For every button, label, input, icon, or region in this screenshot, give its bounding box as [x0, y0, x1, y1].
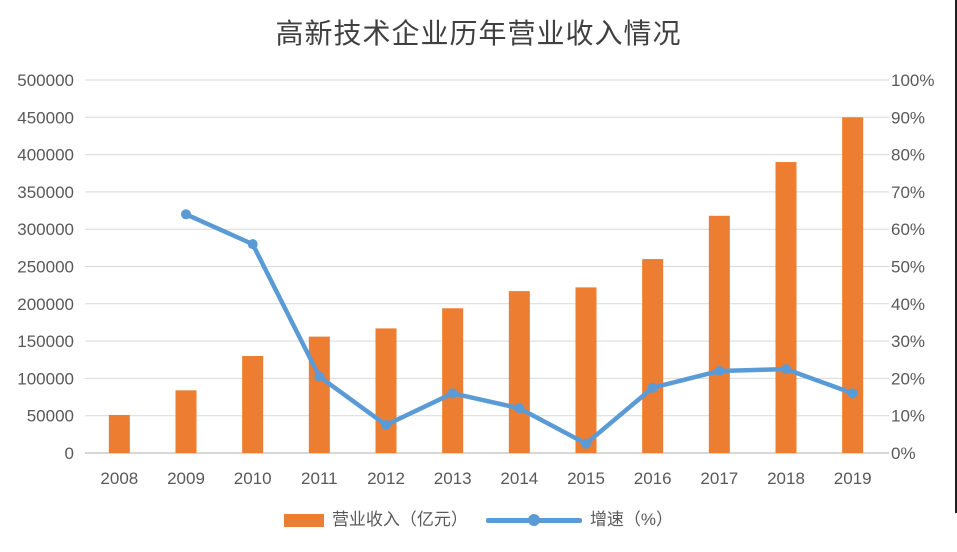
bar-2019 [842, 117, 864, 454]
x-axis-tick-label: 2016 [634, 469, 672, 488]
x-axis-tick-label: 2017 [700, 469, 738, 488]
legend-item-revenue: 营业收入（亿元） [283, 509, 468, 531]
x-axis-tick-label: 2013 [434, 469, 472, 488]
left-axis-tick-label: 500000 [17, 71, 74, 90]
bar-2014 [508, 291, 530, 453]
left-axis-tick-label: 300000 [17, 220, 74, 239]
right-axis-tick-label: 50% [891, 258, 925, 277]
x-axis-tick-label: 2010 [234, 469, 272, 488]
growth-marker-2019 [847, 388, 858, 399]
growth-marker-2013 [447, 388, 458, 399]
x-axis-tick-label: 2009 [167, 469, 205, 488]
left-axis-tick-label: 450000 [17, 108, 74, 127]
growth-marker-2016 [647, 382, 658, 393]
x-axis-tick-label: 2015 [567, 469, 605, 488]
chart-title: 高新技术企业历年营业收入情况 [275, 19, 682, 50]
window-right-edge [955, 0, 957, 513]
growth-marker-swatch [527, 514, 540, 526]
right-axis-tick-label: 90% [891, 108, 925, 127]
x-axis-tick-label: 2014 [500, 469, 538, 488]
growth-line-swatch [485, 514, 582, 526]
left-axis-tick-label: 50000 [27, 407, 74, 426]
growth-marker-2009 [181, 209, 191, 220]
growth-marker-2012 [381, 420, 391, 431]
legend-item-growth: 增速（%） [485, 509, 674, 531]
left-axis-tick-label: 150000 [17, 332, 74, 351]
legend-label-revenue: 营业收入（亿元） [331, 510, 468, 529]
right-axis-tick-label: 0% [891, 444, 916, 463]
left-axis-tick-label: 250000 [17, 258, 74, 277]
bar-2013 [442, 308, 464, 453]
growth-marker-2014 [514, 403, 525, 414]
growth-marker-2015 [581, 438, 591, 449]
growth-marker-2010 [247, 239, 258, 250]
revenue-bar-swatch [283, 513, 324, 527]
right-axis-tick-label: 30% [891, 332, 925, 351]
growth-marker-2011 [314, 371, 325, 382]
left-axis-tick-label: 100000 [17, 369, 74, 388]
bar-2010 [242, 356, 264, 453]
bar-2018 [775, 162, 797, 453]
x-axis-tick-label: 2011 [301, 469, 338, 488]
bar-2009 [175, 390, 197, 453]
right-axis-tick-label: 70% [891, 183, 925, 202]
left-axis-tick-label: 400000 [17, 146, 74, 165]
bar-2008 [108, 414, 130, 453]
right-axis-tick-label: 60% [891, 220, 925, 239]
legend-label-growth: 增速（%） [589, 510, 674, 529]
left-axis-tick-label: 200000 [17, 295, 74, 314]
right-axis-tick-label: 40% [891, 295, 925, 314]
chart-legend: 营业收入（亿元） 增速（%） [0, 509, 957, 531]
growth-marker-2018 [781, 364, 791, 375]
bar-2012 [375, 328, 397, 453]
x-axis-tick-label: 2019 [834, 469, 872, 488]
growth-marker-2017 [714, 365, 725, 376]
right-axis-tick-label: 80% [891, 146, 925, 165]
bar-2016 [642, 259, 664, 453]
bar-2017 [708, 215, 730, 453]
x-axis-tick-label: 2008 [100, 469, 138, 488]
x-axis-tick-label: 2012 [367, 469, 405, 488]
left-axis-tick-label: 0 [65, 444, 74, 463]
bar-2015 [575, 287, 597, 453]
right-axis-tick-label: 100% [891, 71, 934, 90]
x-axis-tick-label: 2018 [767, 469, 805, 488]
bar-2011 [308, 336, 330, 453]
right-axis-tick-label: 20% [891, 369, 925, 388]
right-axis-tick-label: 10% [891, 407, 925, 426]
left-axis-tick-label: 350000 [17, 183, 74, 202]
